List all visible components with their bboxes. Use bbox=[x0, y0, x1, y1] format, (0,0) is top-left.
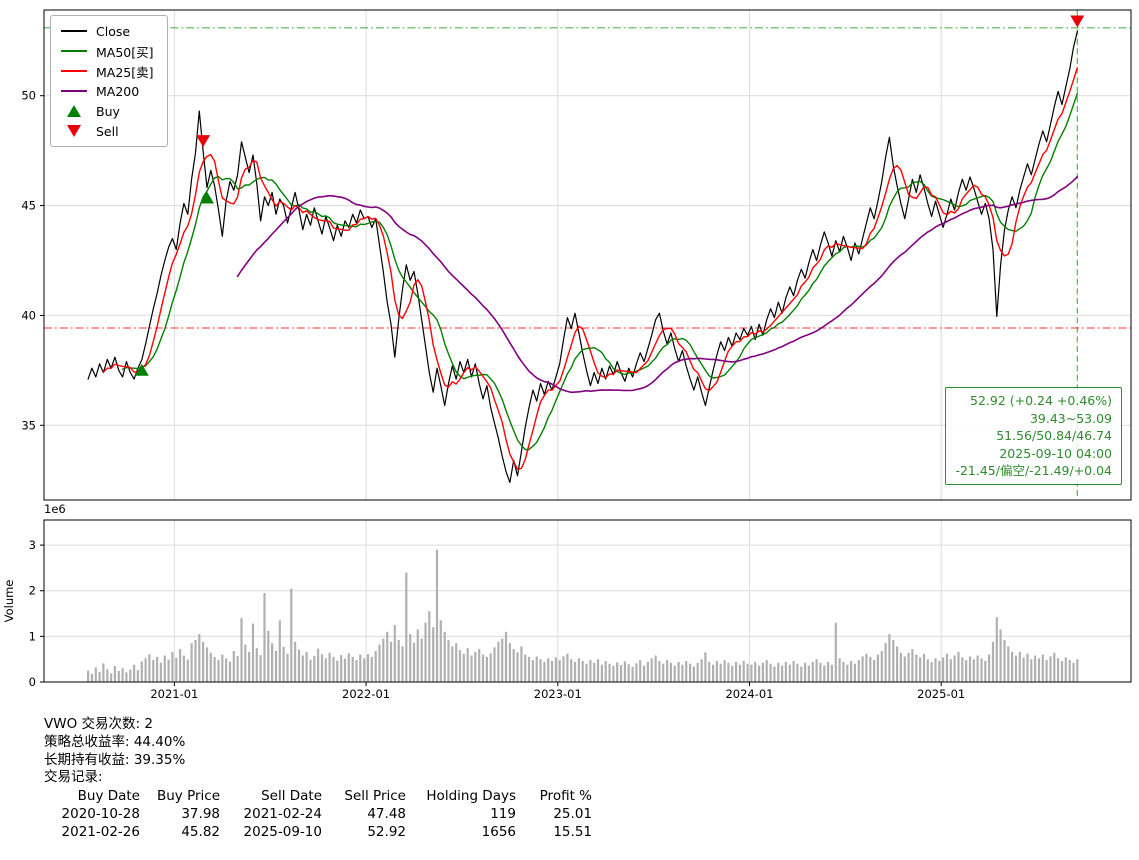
quote-info-box: 52.92 (+0.24 +0.46%) 39.43~53.09 51.56/5… bbox=[945, 387, 1122, 485]
svg-text:2025-01: 2025-01 bbox=[917, 687, 965, 701]
close-line-icon bbox=[60, 24, 88, 38]
svg-text:50: 50 bbox=[21, 89, 36, 103]
cell-sell-price: 47.48 bbox=[367, 805, 406, 822]
trades-table: Buy Date Buy Price Sell Date Sell Price … bbox=[44, 788, 592, 841]
header-buy-price: Buy Price bbox=[156, 788, 220, 805]
price-frame bbox=[43, 9, 1132, 501]
chart-legend: Close MA50[买] MA25[卖] MA200 Buy Sell bbox=[50, 15, 168, 147]
volume-bars bbox=[87, 549, 1079, 682]
quote-range: 39.43~53.09 bbox=[1029, 410, 1112, 426]
trade-row: 2021-02-26 45.82 2025-09-10 52.92 1656 1… bbox=[44, 824, 592, 842]
svg-text:2022-01: 2022-01 bbox=[342, 687, 390, 701]
quote-bias: -21.45/偏空/-21.49/+0.04 bbox=[955, 463, 1112, 479]
legend-item-sell: Sell bbox=[60, 123, 154, 139]
svg-text:2: 2 bbox=[29, 584, 36, 598]
volume-scale-label: 1e6 bbox=[44, 502, 66, 516]
quote-ma-values: 51.56/50.84/46.74 bbox=[996, 428, 1112, 444]
ma10-line bbox=[121, 92, 1078, 451]
sell-triangle-icon bbox=[60, 124, 88, 138]
cell-buy-date: 2021-02-26 bbox=[61, 823, 140, 840]
legend-item-ma50: MA50[买] bbox=[60, 43, 154, 60]
svg-text:40: 40 bbox=[21, 308, 36, 322]
quote-last-price: 52.92 (+0.24 +0.46%) bbox=[970, 393, 1112, 408]
legend-label-buy: Buy bbox=[96, 103, 120, 119]
buy-triangle-icon bbox=[60, 104, 88, 118]
cell-buy-price: 45.82 bbox=[181, 823, 220, 840]
cell-sell-price: 52.92 bbox=[367, 823, 406, 840]
cell-holding-days: 1656 bbox=[481, 823, 516, 840]
cell-profit: 25.01 bbox=[553, 805, 592, 822]
legend-item-buy: Buy bbox=[60, 103, 154, 119]
cell-sell-date: 2025-09-10 bbox=[243, 823, 322, 840]
ma200-line-icon bbox=[60, 84, 88, 98]
legend-label-ma50: MA50[买] bbox=[96, 44, 154, 60]
cell-buy-date: 2020-10-28 bbox=[61, 805, 140, 822]
axis-labels: 35 40 45 50 0 1 2 3 2021-01 2022-01 2023-01 2024-01… bbox=[2, 89, 965, 701]
trade-row: 2020-10-28 37.98 2021-02-24 47.48 119 25… bbox=[44, 806, 592, 824]
price-volume-chart: 35 40 45 50 0 1 2 3 2021-01 2022-01 2023-01 2024-01… bbox=[2, 9, 1132, 701]
legend-item-close: Close bbox=[60, 23, 154, 39]
cell-profit: 15.51 bbox=[553, 823, 592, 840]
svg-text:2023-01: 2023-01 bbox=[534, 687, 582, 701]
buy-marker bbox=[199, 191, 214, 204]
legend-label-ma25: MA25[卖] bbox=[96, 64, 154, 80]
header-sell-price: Sell Price bbox=[344, 788, 406, 805]
header-holding-days: Holding Days bbox=[426, 788, 516, 805]
close-line bbox=[87, 30, 1078, 483]
svg-text:3: 3 bbox=[29, 538, 36, 552]
legend-item-ma200: MA200 bbox=[60, 83, 154, 99]
volume-frame bbox=[43, 519, 1132, 683]
svg-text:2021-01: 2021-01 bbox=[150, 687, 198, 701]
total-return-line: 策略总收益率: 44.40% bbox=[44, 733, 186, 750]
legend-label-ma200: MA200 bbox=[96, 83, 140, 99]
legend-item-ma25: MA25[卖] bbox=[60, 63, 154, 80]
buy-marker bbox=[134, 363, 149, 376]
cell-holding-days: 119 bbox=[490, 805, 516, 822]
svg-text:0: 0 bbox=[29, 675, 36, 689]
cell-buy-price: 37.98 bbox=[181, 805, 220, 822]
volume-axis-title: Volume bbox=[2, 580, 16, 623]
svg-text:1: 1 bbox=[29, 629, 36, 643]
sell-marker bbox=[1070, 15, 1085, 28]
cell-sell-date: 2021-02-24 bbox=[243, 805, 322, 822]
ma5-line bbox=[102, 67, 1078, 470]
quote-datetime: 2025-09-10 04:00 bbox=[999, 445, 1112, 461]
ma25-line-icon bbox=[60, 64, 88, 78]
trades-count-line: VWO 交易次数: 2 bbox=[44, 716, 153, 732]
strategy-summary: VWO 交易次数: 2 策略总收益率: 44.40% 长期持有收益: 39.35… bbox=[44, 716, 592, 842]
hold-return-line: 长期持有收益: 39.35% bbox=[44, 751, 186, 768]
legend-label-close: Close bbox=[96, 23, 131, 39]
ma50-line-icon bbox=[60, 44, 88, 58]
sell-marker bbox=[196, 135, 211, 148]
svg-text:45: 45 bbox=[21, 199, 36, 213]
legend-label-sell: Sell bbox=[96, 123, 119, 139]
ma40-line bbox=[236, 175, 1079, 394]
grid bbox=[44, 10, 1131, 683]
header-buy-date: Buy Date bbox=[77, 788, 140, 805]
trades-table-header: Buy Date Buy Price Sell Date Sell Price … bbox=[44, 788, 592, 806]
header-sell-date: Sell Date bbox=[261, 788, 322, 805]
header-profit: Profit % bbox=[539, 788, 592, 805]
records-label: 交易记录: bbox=[44, 769, 103, 786]
svg-text:35: 35 bbox=[21, 418, 36, 432]
svg-text:2024-01: 2024-01 bbox=[725, 687, 773, 701]
